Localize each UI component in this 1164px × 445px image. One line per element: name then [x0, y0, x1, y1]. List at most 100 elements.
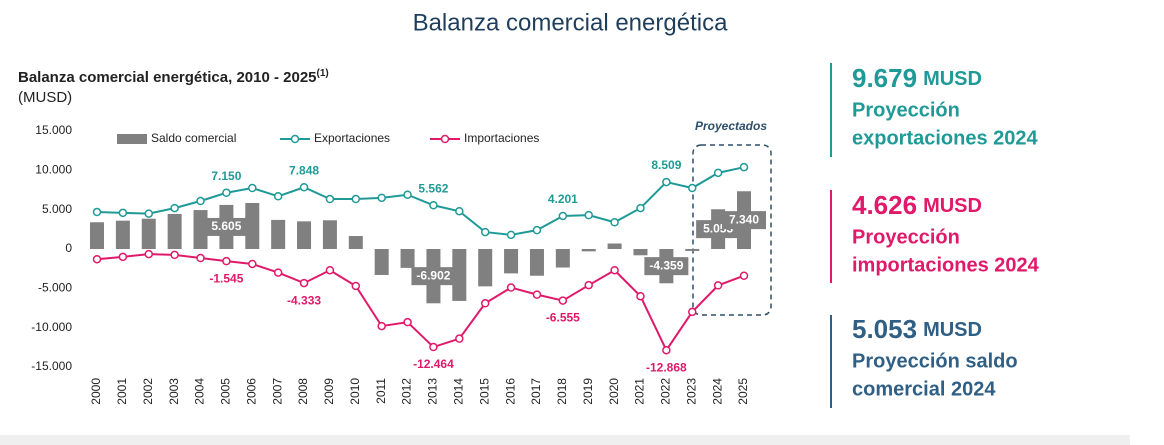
point	[403, 317, 412, 327]
x-tick-label: 2003	[167, 378, 181, 405]
bar	[374, 249, 389, 275]
legend-swatch	[290, 134, 300, 144]
kpi-label: comercial 2024	[852, 378, 996, 400]
x-tick-label: 2020	[607, 378, 621, 405]
kpi-number: 9.679	[852, 63, 917, 93]
x-tick-label: 2005	[219, 378, 233, 405]
line	[96, 253, 745, 353]
value-label: -6.555	[546, 311, 580, 325]
point	[248, 259, 257, 269]
point	[739, 162, 749, 172]
point	[92, 207, 102, 217]
x-tick-label: 2009	[322, 378, 336, 405]
projection-box	[692, 144, 772, 316]
bar	[141, 218, 156, 249]
value-label-bg	[411, 267, 456, 286]
value-label: -6.902	[416, 268, 450, 282]
value-label: 5.562	[418, 181, 448, 195]
bar	[685, 249, 700, 251]
point	[248, 183, 257, 193]
x-tick-label: 2001	[115, 378, 129, 405]
bar	[607, 243, 622, 249]
x-tick-label: 2007	[270, 378, 284, 405]
point	[480, 299, 490, 308]
bar	[633, 249, 648, 256]
point	[506, 230, 516, 240]
legend-swatch	[117, 134, 147, 144]
kpi-value: 5.053 MUSD	[852, 314, 982, 344]
bar	[167, 213, 182, 249]
point	[299, 278, 309, 288]
chart-title: Balanza comercial energética, 2010 - 202…	[18, 68, 329, 86]
point	[222, 256, 231, 266]
value-label: 4.201	[548, 192, 578, 206]
x-tick-label: 2004	[193, 378, 207, 405]
point	[610, 265, 619, 275]
bar	[193, 210, 208, 249]
point	[196, 196, 205, 206]
bar	[297, 221, 312, 249]
chart-title-note: (1)	[317, 68, 329, 79]
value-label: 8.509	[651, 158, 681, 172]
point	[480, 227, 490, 237]
x-tick-label: 2019	[581, 378, 595, 405]
line	[96, 166, 745, 236]
kpi-value: 9.679 MUSD	[852, 63, 982, 93]
kpi-unit: MUSD	[923, 68, 982, 90]
point	[196, 253, 205, 263]
value-label: 5.605	[211, 219, 241, 233]
point	[558, 211, 568, 221]
bar	[504, 249, 519, 274]
x-tick-label: 2015	[477, 378, 491, 405]
point	[325, 194, 335, 204]
point	[455, 206, 464, 216]
bar	[478, 249, 493, 287]
legend-label: Saldo comercial	[151, 131, 236, 145]
kpi-label: Proyección	[852, 99, 960, 121]
point	[299, 183, 309, 192]
value-label-bg	[722, 211, 766, 230]
point	[377, 321, 386, 331]
x-tick-label: 2025	[736, 378, 750, 405]
value-label: 7.150	[211, 169, 241, 183]
x-tick-label: 2022	[659, 378, 673, 405]
value-label: -12.464	[413, 357, 454, 371]
point	[687, 307, 697, 317]
point	[144, 249, 154, 259]
value-label: -4.333	[287, 293, 321, 307]
point	[687, 183, 697, 193]
kpi-number: 5.053	[852, 314, 917, 344]
footer-strip	[0, 435, 1130, 445]
y-tick-label: 15.000	[35, 123, 72, 137]
x-tick-label: 2013	[426, 378, 440, 405]
bar	[348, 236, 363, 249]
bar	[90, 222, 104, 249]
legend-label: Importaciones	[464, 131, 539, 145]
x-tick-label: 2017	[529, 378, 543, 405]
kpi-unit: MUSD	[923, 195, 982, 217]
chart-title-text: Balanza comercial energética, 2010 - 202…	[18, 69, 317, 86]
point	[351, 194, 361, 204]
value-label: -12.868	[646, 360, 687, 374]
value-label: 7.848	[289, 163, 319, 177]
legend-label: Exportaciones	[314, 131, 390, 145]
bar	[452, 249, 467, 301]
bar	[245, 202, 260, 249]
x-tick-label: 2024	[710, 378, 724, 405]
value-label: -1.545	[209, 271, 243, 285]
point	[222, 188, 231, 198]
kpi-label: Proyección saldo	[852, 350, 1018, 372]
x-tick-label: 2000	[89, 378, 103, 405]
x-tick-label: 2006	[244, 378, 258, 405]
bar	[115, 220, 130, 249]
bar	[322, 220, 337, 249]
point	[455, 334, 464, 343]
kpi-value: 4.626 MUSD	[852, 190, 982, 220]
point	[636, 291, 645, 301]
kpi-number: 4.626	[852, 190, 917, 220]
x-tick-label: 2016	[503, 378, 517, 405]
value-label-bg	[204, 217, 249, 236]
point	[532, 225, 542, 235]
point	[170, 250, 179, 260]
